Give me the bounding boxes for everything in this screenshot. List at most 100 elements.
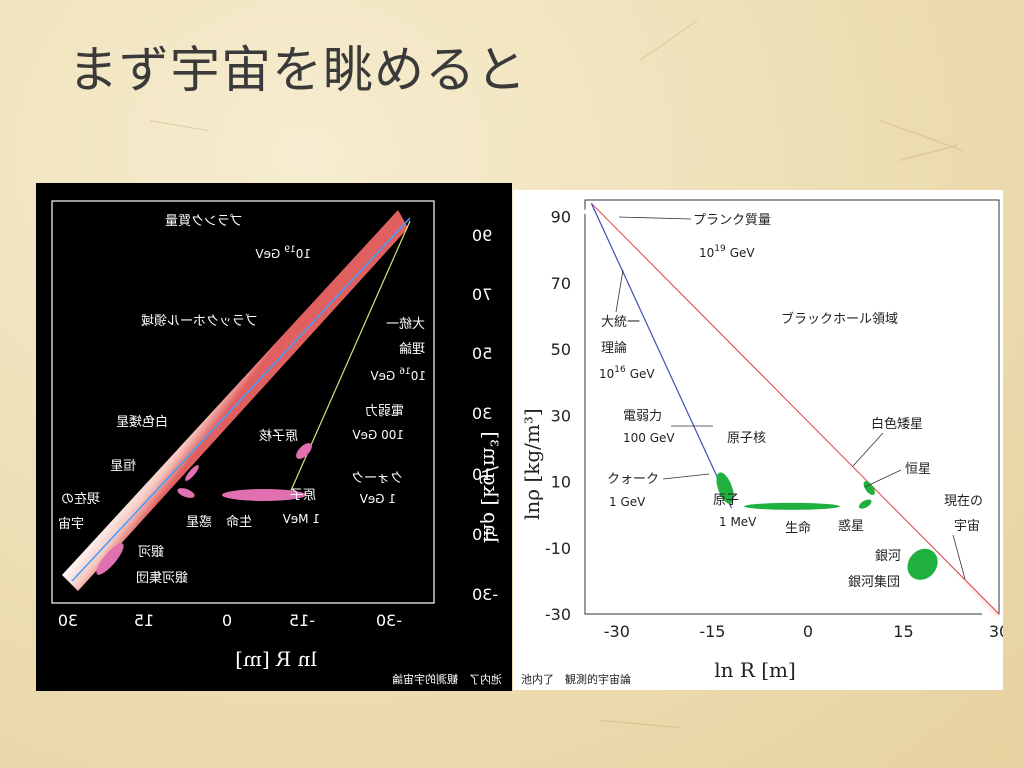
boundary-edge (71, 217, 411, 582)
y-axis-label-mirrored: lnρ [kg/m³] (479, 431, 503, 543)
paper-fiber (599, 720, 680, 728)
white-dwarf-label: 白色矮星 (871, 416, 923, 432)
universe-label-1: 現在の (61, 492, 100, 507)
planet-label: 惑星 (186, 514, 212, 530)
x-axis-label-mirrored: ln R [m] (235, 647, 317, 671)
y-tick-label-mirrored: 70 (472, 285, 492, 304)
nucleus-label: 原子核 (259, 429, 298, 444)
x-tick-label: -15 (699, 622, 725, 641)
ew-label-1: 電弱力 (623, 409, 662, 424)
universe-label-1: 現在の (944, 494, 983, 509)
quark-label-1: クォーク (351, 471, 403, 486)
life-blob (744, 502, 840, 510)
x-tick-label-mirrored: 15 (134, 611, 154, 630)
nucleus-blob (296, 443, 312, 459)
white-dwarf-label: 白色矮星 (116, 414, 168, 430)
plot-frame (584, 199, 1000, 615)
x-tick-label-mirrored: -30 (376, 611, 402, 630)
gut-label-1: 大統一 (386, 317, 425, 332)
quark-label-2: 1 GeV (359, 492, 396, 506)
density-radius-chart-panel: -30 -15 0 15 30 90 70 50 30 10 -10 -30 プランク質量 1019G… (513, 190, 1009, 690)
gut-pointer (615, 269, 624, 313)
y-tick-label: 10 (551, 473, 571, 492)
black-hole-label: ブラックホール領域 (781, 311, 898, 327)
cluster-label: 銀河集団 (136, 570, 188, 586)
galaxy-label: 銀河 (138, 545, 164, 560)
plot-frame (51, 200, 435, 604)
white-dwarf-blob (863, 481, 875, 496)
grand-unified-line (590, 203, 733, 509)
y-tick-label: -10 (545, 539, 571, 558)
galaxy-blob (907, 548, 938, 580)
galaxy-blob (96, 543, 124, 575)
x-tick-label: 15 (893, 622, 913, 641)
x-axis-label: ln R [m] (714, 658, 796, 682)
x-tick-label-mirrored: 0 (222, 611, 232, 630)
x-tick-label: 0 (803, 622, 813, 641)
nucleus-blob (716, 472, 734, 504)
cluster-label: 銀河集団 (848, 574, 900, 590)
life-label: 生命 (226, 514, 252, 530)
density-radius-chart: -30 -15 0 15 30 90 70 50 30 10 -10 -30 プランク質量 1019G… (520, 199, 1009, 686)
universe-label-2: 宇宙 (58, 517, 84, 532)
mirrored-chart: プランク質量 1019GeV ブラックホール領域 大統一 理論 1016GeV … (51, 200, 503, 686)
universe-label-2: 宇宙 (954, 519, 980, 534)
black-hole-label: ブラックホール領域 (141, 313, 258, 329)
atom-label-1: 原子 (713, 493, 739, 508)
planet-blob (858, 499, 872, 509)
x-tick-label-mirrored: -15 (289, 611, 315, 630)
life-label: 生命 (785, 520, 811, 536)
mirrored-chart-panel: プランク質量 1019GeV ブラックホール領域 大統一 理論 1016GeV … (36, 183, 512, 691)
paper-fiber (899, 144, 959, 161)
planck-label: プランク質量 (165, 214, 243, 229)
quark-label-1: クォーク (607, 472, 659, 487)
y-tick-label-mirrored: 30 (472, 404, 492, 423)
y-tick-label: 70 (551, 274, 571, 293)
x-tick-label: -30 (604, 622, 630, 641)
galaxy-label: 銀河 (875, 549, 901, 564)
nucleus-label: 原子核 (727, 431, 766, 446)
slide-title: まず宇宙を眺めると (68, 41, 527, 99)
atom-label-2: 1 MeV (282, 512, 320, 526)
gut-label-2: 理論 (399, 341, 425, 357)
universe-pointer (952, 534, 966, 580)
black-hole-boundary-band (582, 203, 999, 623)
gut-value: 1016GeV (370, 367, 426, 383)
life-blob (222, 489, 306, 501)
paper-fiber (639, 19, 698, 61)
y-axis-label: lnρ [kg/m³] (520, 408, 544, 520)
quark-label-2: 1 GeV (609, 495, 646, 509)
y-tick-label: 30 (551, 406, 571, 425)
planck-pointer (618, 216, 692, 220)
star-label: 恒星 (110, 459, 136, 474)
planck-label: プランク質量 (693, 213, 771, 228)
planet-label: 惑星 (838, 518, 864, 534)
black-hole-boundary-band (62, 210, 408, 591)
y-tick-label-mirrored: -10 (472, 525, 498, 544)
star-label: 恒星 (905, 462, 931, 477)
ew-label-2: 100 GeV (352, 428, 404, 442)
credit: 池内了 観測的宇宙論 (521, 672, 631, 686)
gut-label-2: 理論 (601, 340, 627, 356)
y-tick-label: 90 (551, 208, 571, 227)
credit-mirrored: 池内了 観測的宇宙論 (392, 672, 502, 686)
quark-pointer (662, 473, 710, 480)
gut-label-1: 大統一 (601, 315, 640, 330)
ew-label-1: 電弱力 (365, 404, 404, 419)
star-blob (185, 465, 199, 481)
black-hole-boundary-line (591, 202, 1000, 615)
y-tick-label-mirrored: -30 (472, 585, 498, 604)
white-dwarf-pointer (852, 432, 884, 467)
paper-fiber (149, 120, 210, 132)
ew-label-2: 100 GeV (623, 431, 675, 445)
planet-blob (177, 488, 195, 498)
y-tick-label-mirrored: 10 (472, 465, 492, 484)
y-tick-label: 50 (551, 340, 571, 359)
planck-value: 1019GeV (255, 245, 311, 261)
atom-label-2: 1 MeV (719, 515, 757, 529)
x-tick-label: 30 (989, 622, 1003, 641)
x-tick-label-mirrored: 30 (58, 611, 78, 630)
star-pointer (864, 469, 902, 488)
